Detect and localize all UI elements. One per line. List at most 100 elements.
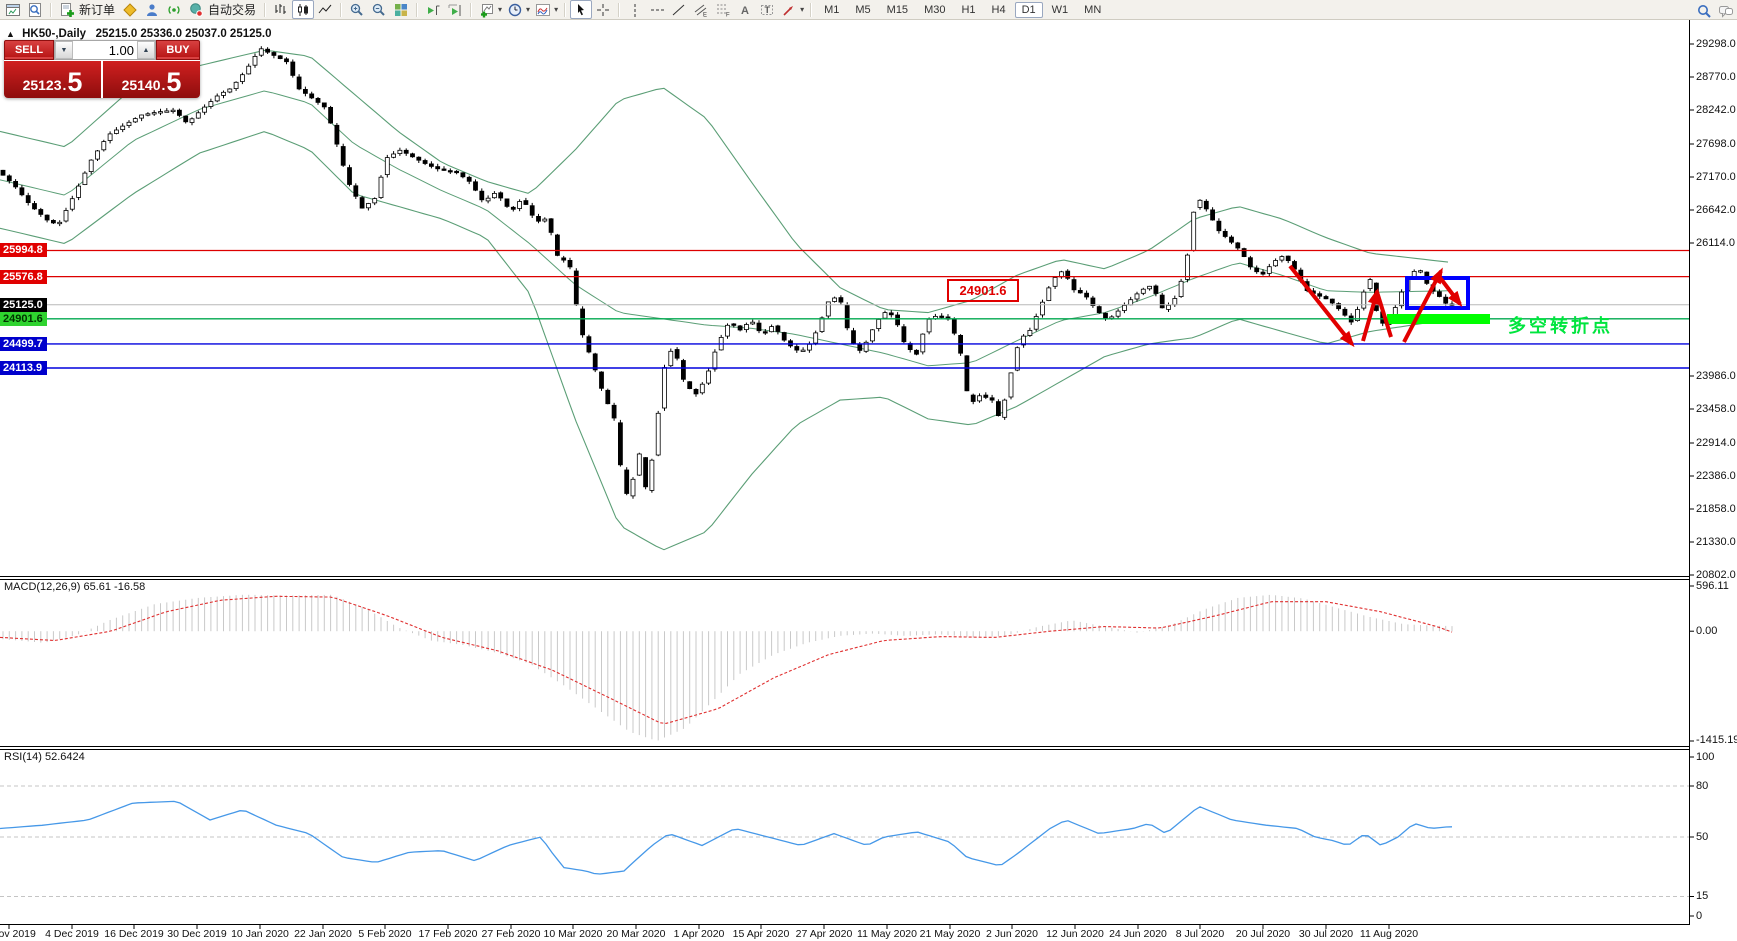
chat-icon[interactable] bbox=[1715, 1, 1737, 20]
timeframe-button-MN[interactable]: MN bbox=[1084, 3, 1102, 16]
buy-price-main: 25140 bbox=[121, 77, 161, 93]
chart-preview-icon[interactable] bbox=[24, 0, 46, 19]
search-icon[interactable] bbox=[1693, 1, 1715, 20]
sell-price-main: 25123 bbox=[22, 77, 62, 93]
zoom-out-icon[interactable] bbox=[368, 0, 390, 19]
price-annotation-label[interactable]: 24901.6 bbox=[947, 279, 1019, 302]
rsi-indicator-label: RSI(14) 52.6424 bbox=[4, 751, 85, 763]
date-axis-tick: 8 Jul 2020 bbox=[1175, 928, 1225, 940]
buy-price-dot: . bbox=[161, 77, 166, 93]
sell-price-dot: . bbox=[62, 77, 67, 93]
date-axis-tick: 27 Apr 2020 bbox=[795, 928, 853, 940]
date-axis-tick: 16 Dec 2019 bbox=[104, 928, 164, 940]
add-indicator-icon[interactable] bbox=[476, 0, 498, 19]
fibonacci-tool-icon[interactable]: F bbox=[712, 0, 734, 19]
date-axis-tick: 10 Mar 2020 bbox=[543, 928, 603, 940]
timeframe-button-W1[interactable]: W1 bbox=[1051, 3, 1069, 16]
volume-increase-button[interactable]: ▲ bbox=[137, 41, 155, 59]
timeframe-button-M1[interactable]: M1 bbox=[824, 3, 840, 16]
date-axis-tick: 4 Dec 2019 bbox=[45, 928, 99, 940]
timeframe-button-M15[interactable]: M15 bbox=[886, 3, 909, 16]
turning-point-annotation[interactable]: 多空转折点 bbox=[1508, 316, 1613, 336]
sell-price-big-digit: 5 bbox=[67, 67, 83, 97]
period-dropdown-icon[interactable]: ▾ bbox=[526, 5, 531, 14]
bar-chart-type-icon[interactable] bbox=[270, 0, 292, 19]
price-axis-tick: 28242.0 bbox=[1696, 103, 1736, 116]
sell-button[interactable]: SELL bbox=[4, 40, 54, 60]
arrows-tool-icon[interactable] bbox=[778, 0, 800, 19]
rsi-axis-tick: 80 bbox=[1696, 779, 1709, 792]
price-axis-tick: 20802.0 bbox=[1696, 568, 1736, 581]
volume-input[interactable] bbox=[73, 41, 137, 59]
volume-decrease-button[interactable]: ▼ bbox=[55, 41, 73, 59]
price-line-tag: 25576.8 bbox=[0, 269, 47, 284]
date-axis-tick: 5 Feb 2020 bbox=[358, 928, 412, 940]
line-chart-type-icon[interactable] bbox=[314, 0, 336, 19]
cursor-tool-icon[interactable] bbox=[570, 0, 593, 19]
price-axis-tick: 23986.0 bbox=[1696, 369, 1736, 382]
vertical-line-tool-icon[interactable] bbox=[624, 0, 646, 19]
toolbar-separator bbox=[618, 2, 621, 17]
toolbar-separator bbox=[416, 2, 419, 17]
price-axis-tick: 28770.0 bbox=[1696, 70, 1736, 83]
timeframe-group: M1 M5 M15 M30 H1 H4 D1 W1 MN bbox=[816, 1, 1109, 18]
main-toolbar: 新订单 自动交易 ▾ ▾ ▾ E F A T ▾ bbox=[0, 0, 1737, 20]
price-axis-tick: 29298.0 bbox=[1696, 37, 1736, 50]
price-axis-tick: 23458.0 bbox=[1696, 402, 1736, 415]
date-axis-tick: 22 Jan 2020 bbox=[294, 928, 352, 940]
terminal-user-icon[interactable] bbox=[141, 0, 163, 19]
signal-icon[interactable] bbox=[163, 0, 185, 19]
text-tool-icon[interactable]: A bbox=[734, 0, 756, 19]
chart-info-line: ▲ HK50-,Daily 25215.0 25336.0 25037.0 25… bbox=[6, 28, 272, 40]
autotrade-icon[interactable] bbox=[185, 0, 207, 19]
new-order-icon[interactable] bbox=[56, 0, 78, 19]
chart-window-icon[interactable] bbox=[2, 0, 24, 19]
date-axis-tick: 2 Jun 2020 bbox=[986, 928, 1038, 940]
price-line-tag: 24901.6 bbox=[0, 311, 47, 326]
timeframe-button-H4[interactable]: H4 bbox=[991, 3, 1006, 16]
timeframe-button-M30[interactable]: M30 bbox=[924, 3, 946, 16]
equidistant-channel-tool-icon[interactable]: E bbox=[690, 0, 712, 19]
auto-scroll-icon[interactable] bbox=[422, 0, 444, 19]
price-line-tag: 24499.7 bbox=[0, 336, 47, 351]
candlestick-chart-type-icon[interactable] bbox=[292, 0, 315, 19]
add-indicator-dropdown-icon[interactable]: ▾ bbox=[498, 5, 503, 14]
toolbar-separator bbox=[340, 2, 343, 17]
buy-price-display[interactable]: 25140 . 5 bbox=[103, 61, 200, 98]
date-axis-tick: 2 Nov 2019 bbox=[0, 928, 36, 940]
text-label-tool-icon[interactable]: T bbox=[756, 0, 778, 19]
timeframe-button-H1[interactable]: H1 bbox=[961, 3, 976, 16]
autotrade-label[interactable]: 自动交易 bbox=[208, 3, 257, 17]
new-order-label[interactable]: 新订单 bbox=[79, 3, 116, 17]
timeframe-button-M5[interactable]: M5 bbox=[855, 3, 871, 16]
buy-price-big-digit: 5 bbox=[166, 67, 182, 97]
arrows-dropdown-icon[interactable]: ▾ bbox=[800, 5, 805, 14]
date-axis-tick: 12 Jun 2020 bbox=[1046, 928, 1104, 940]
chart-shift-icon[interactable] bbox=[444, 0, 466, 19]
price-axis-tick: 26642.0 bbox=[1696, 203, 1736, 216]
trendline-tool-icon[interactable] bbox=[668, 0, 690, 19]
date-axis-tick: 17 Feb 2020 bbox=[418, 928, 478, 940]
period-clock-icon[interactable] bbox=[504, 0, 526, 19]
svg-text:F: F bbox=[726, 12, 730, 18]
rsi-axis-tick: 50 bbox=[1696, 830, 1709, 843]
collapse-panel-icon[interactable]: ▲ bbox=[6, 29, 15, 39]
tile-windows-icon[interactable] bbox=[390, 0, 412, 19]
price-axis-tick: 22386.0 bbox=[1696, 469, 1736, 482]
buy-button[interactable]: BUY bbox=[156, 40, 200, 60]
macd-indicator-label: MACD(12,26,9) 65.61 -16.58 bbox=[4, 581, 146, 593]
sell-price-display[interactable]: 25123 . 5 bbox=[4, 61, 101, 98]
volume-box: ▼ ▲ bbox=[54, 40, 156, 60]
horizontal-line-tool-icon[interactable] bbox=[646, 0, 668, 19]
timeframe-button-D1[interactable]: D1 bbox=[1014, 1, 1043, 18]
metaeditor-icon[interactable] bbox=[119, 0, 141, 19]
one-click-trade-panel: SELL ▼ ▲ BUY 25123 . 5 25140 . 5 bbox=[4, 40, 200, 98]
indicator-list-icon[interactable] bbox=[532, 0, 554, 19]
indicator-list-dropdown-icon[interactable]: ▾ bbox=[554, 5, 559, 14]
toolbar-separator bbox=[470, 2, 473, 17]
crosshair-tool-icon[interactable] bbox=[592, 0, 614, 19]
price-line-tag: 24113.9 bbox=[0, 361, 47, 375]
zoom-in-icon[interactable] bbox=[346, 0, 368, 19]
